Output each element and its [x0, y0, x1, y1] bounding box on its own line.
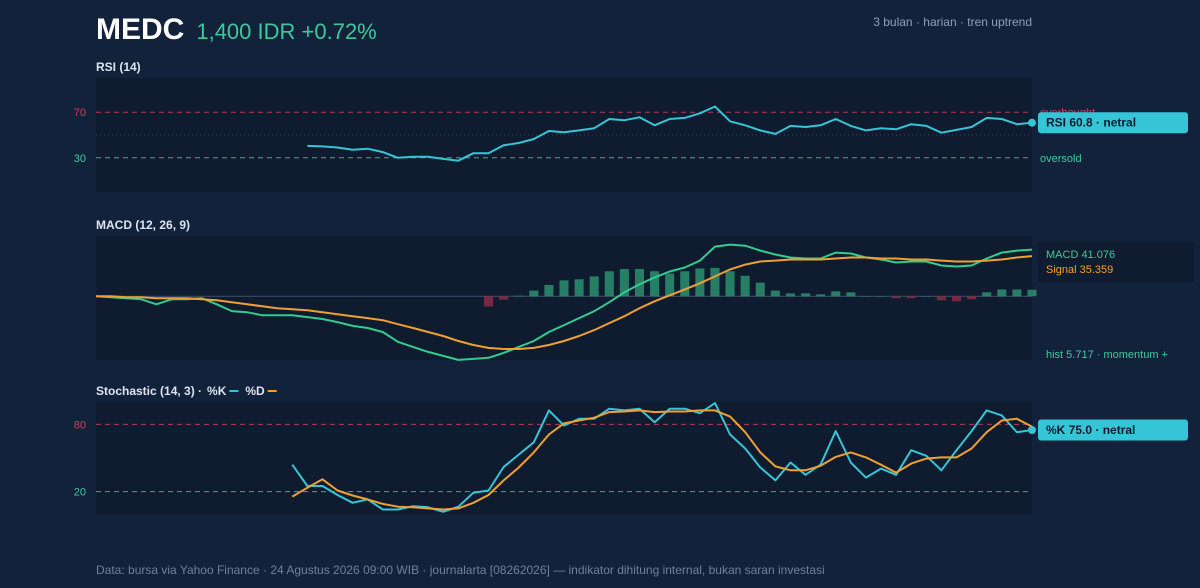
plot-background — [96, 402, 1032, 514]
value-badge-text: RSI 60.8 · netral — [1046, 116, 1136, 130]
histogram-bar — [951, 296, 962, 302]
value-badge — [1038, 112, 1188, 134]
histogram-bar — [619, 268, 629, 297]
histogram-bar — [665, 273, 675, 297]
histogram-bar — [906, 296, 916, 299]
end-dot — [1028, 118, 1036, 127]
histogram-bar — [816, 294, 826, 297]
histogram-bar — [936, 296, 946, 301]
histogram-bar — [604, 271, 614, 297]
value-badge-text: %K 75.0 · netral — [1046, 423, 1135, 437]
histogram-bar — [982, 292, 992, 297]
histogram-bar — [831, 291, 841, 297]
footer: Data: bursa via Yahoo Finance · 24 Agust… — [96, 563, 825, 577]
series-line — [291, 409, 1033, 511]
histogram-bar — [861, 295, 871, 297]
histogram-bar — [997, 289, 1007, 297]
histogram-bar — [801, 293, 811, 297]
histogram-bar — [574, 279, 584, 297]
histogram-bar — [589, 276, 599, 297]
series-line — [307, 105, 1033, 162]
legend-label: %D — [245, 384, 265, 398]
histogram-bar — [1027, 289, 1037, 297]
histogram-bar — [770, 290, 780, 297]
panel-title: Stochastic (14, 3) · — [96, 384, 202, 398]
y-tick-label: 20 — [74, 487, 86, 499]
histogram-bar — [710, 267, 720, 297]
plot-background — [96, 236, 1032, 360]
histogram-bar — [755, 282, 765, 297]
panel-title: MACD (12, 26, 9) — [96, 218, 190, 232]
histogram-bar — [1012, 289, 1022, 297]
histogram-note: hist 5.717 · momentum + — [1046, 349, 1168, 361]
histogram-bar — [483, 296, 494, 307]
legend-box — [1038, 242, 1194, 282]
histogram-bar — [650, 271, 660, 297]
value-badge — [1038, 419, 1188, 441]
end-dot — [1028, 426, 1036, 434]
y-tick-label: 30 — [74, 153, 86, 165]
histogram-bar — [725, 271, 735, 297]
series-line — [96, 255, 1033, 350]
context: 3 bulan · harian · tren uptrend — [873, 15, 1032, 29]
panel-title: RSI (14) — [96, 60, 141, 74]
y-tick-label: 80 — [74, 419, 86, 431]
histogram-bar — [921, 295, 931, 297]
y-tick-label: 70 — [74, 107, 86, 119]
histogram-bar — [544, 284, 554, 297]
histogram-bar — [876, 295, 886, 297]
histogram-bar — [846, 292, 856, 297]
price-text: 1,400 IDR +0.72% — [196, 19, 376, 44]
reference-label: oversold — [1040, 153, 1082, 165]
histogram-bar — [634, 268, 645, 297]
legend-label: %K — [207, 384, 227, 398]
histogram-bar — [514, 295, 524, 297]
histogram-bar — [967, 296, 977, 300]
histogram-bar — [740, 275, 750, 297]
histogram-bar — [559, 280, 569, 297]
legend-text: MACD 41.076 — [1046, 249, 1115, 261]
series-line — [291, 402, 1033, 513]
histogram-bar — [529, 290, 539, 297]
ticker: MEDC — [96, 13, 184, 46]
legend-text: Signal 35.359 — [1046, 264, 1113, 276]
histogram-bar — [499, 296, 509, 300]
histogram-bar — [891, 296, 901, 299]
histogram-bar — [785, 293, 795, 297]
histogram-bar — [680, 271, 690, 297]
